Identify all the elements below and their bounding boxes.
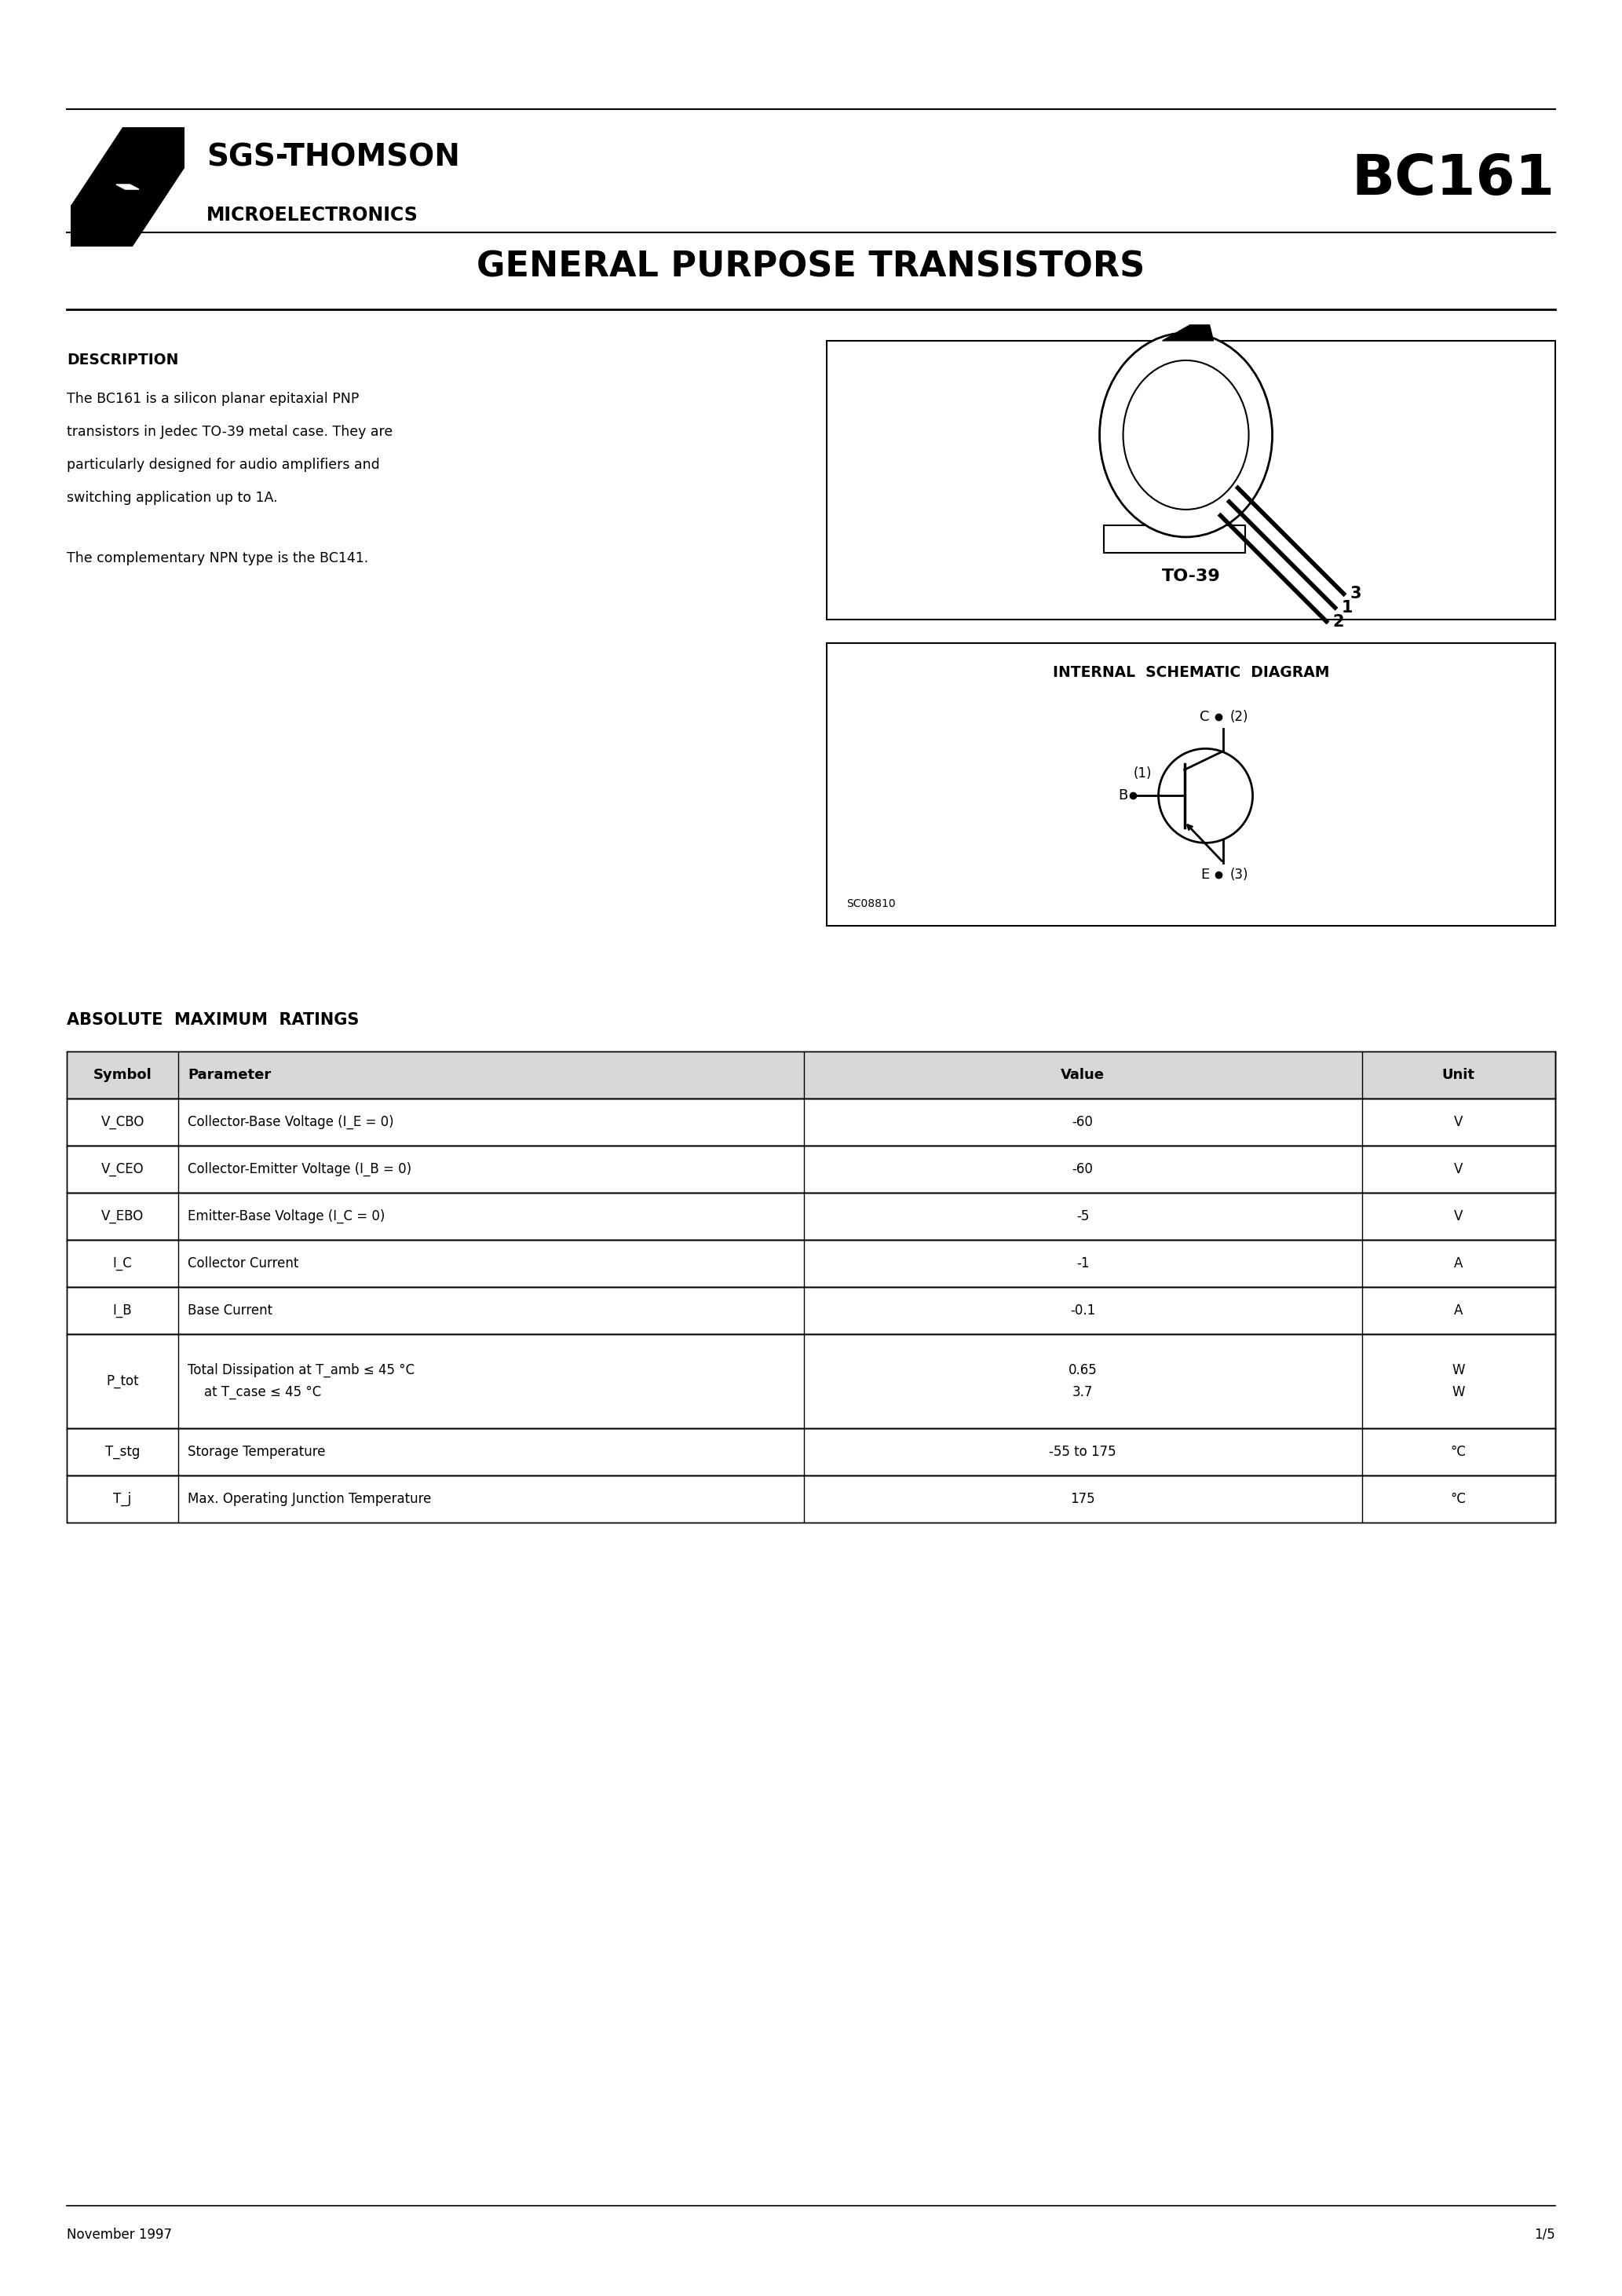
Text: The BC161 is a silicon planar epitaxial PNP: The BC161 is a silicon planar epitaxial … xyxy=(67,393,358,406)
Text: SGS-THOMSON: SGS-THOMSON xyxy=(206,142,461,172)
Text: °C: °C xyxy=(1450,1492,1466,1506)
Text: -1: -1 xyxy=(1075,1256,1088,1270)
Text: ABSOLUTE  MAXIMUM  RATINGS: ABSOLUTE MAXIMUM RATINGS xyxy=(67,1013,358,1029)
FancyBboxPatch shape xyxy=(827,340,1555,620)
Text: V_EBO: V_EBO xyxy=(101,1210,144,1224)
Text: Parameter: Parameter xyxy=(188,1068,271,1081)
Text: transistors in Jedec TO-39 metal case. They are: transistors in Jedec TO-39 metal case. T… xyxy=(67,425,393,439)
Text: MICROELECTRONICS: MICROELECTRONICS xyxy=(206,207,418,225)
FancyBboxPatch shape xyxy=(67,1097,1555,1146)
Text: INTERNAL  SCHEMATIC  DIAGRAM: INTERNAL SCHEMATIC DIAGRAM xyxy=(1053,666,1330,680)
Text: I_B: I_B xyxy=(114,1304,133,1318)
Text: (2): (2) xyxy=(1229,709,1249,723)
Text: TO-39: TO-39 xyxy=(1161,569,1220,583)
FancyBboxPatch shape xyxy=(67,1428,1555,1476)
FancyBboxPatch shape xyxy=(827,643,1555,925)
Text: at T_case ≤ 45 °C: at T_case ≤ 45 °C xyxy=(188,1384,321,1401)
Text: GENERAL PURPOSE TRANSISTORS: GENERAL PURPOSE TRANSISTORS xyxy=(477,250,1145,285)
Text: B: B xyxy=(1118,790,1127,804)
Text: The complementary NPN type is the BC141.: The complementary NPN type is the BC141. xyxy=(67,551,368,565)
FancyBboxPatch shape xyxy=(67,1192,1555,1240)
Text: E: E xyxy=(1200,868,1210,882)
Text: V_CBO: V_CBO xyxy=(101,1116,144,1130)
Polygon shape xyxy=(71,126,122,204)
Polygon shape xyxy=(133,170,185,246)
Text: C: C xyxy=(1200,709,1210,723)
Text: -0.1: -0.1 xyxy=(1071,1304,1095,1318)
Ellipse shape xyxy=(1122,360,1249,510)
Text: T_j: T_j xyxy=(114,1492,131,1506)
Text: P_tot: P_tot xyxy=(105,1373,139,1389)
Text: I_C: I_C xyxy=(114,1256,133,1270)
Text: Value: Value xyxy=(1061,1068,1105,1081)
Text: -5: -5 xyxy=(1077,1210,1088,1224)
Text: -60: -60 xyxy=(1072,1116,1093,1130)
Text: Unit: Unit xyxy=(1442,1068,1474,1081)
Text: °C: °C xyxy=(1450,1444,1466,1458)
Text: 1/5: 1/5 xyxy=(1534,2227,1555,2241)
Text: Base Current: Base Current xyxy=(188,1304,272,1318)
FancyBboxPatch shape xyxy=(67,1334,1555,1428)
Text: Collector-Base Voltage (I_E = 0): Collector-Base Voltage (I_E = 0) xyxy=(188,1116,394,1130)
Ellipse shape xyxy=(1100,333,1272,537)
FancyBboxPatch shape xyxy=(71,126,185,246)
Polygon shape xyxy=(117,184,139,188)
Text: 175: 175 xyxy=(1071,1492,1095,1506)
Text: 2: 2 xyxy=(1333,613,1345,629)
Text: Total Dissipation at T_amb ≤ 45 °C: Total Dissipation at T_amb ≤ 45 °C xyxy=(188,1364,415,1378)
Text: SC08810: SC08810 xyxy=(847,898,895,909)
Text: Collector-Emitter Voltage (I_B = 0): Collector-Emitter Voltage (I_B = 0) xyxy=(188,1162,412,1176)
Text: A: A xyxy=(1453,1256,1463,1270)
Text: 3: 3 xyxy=(1350,585,1361,602)
FancyBboxPatch shape xyxy=(67,1288,1555,1334)
Text: 3.7: 3.7 xyxy=(1072,1384,1093,1401)
Text: Max. Operating Junction Temperature: Max. Operating Junction Temperature xyxy=(188,1492,431,1506)
Text: Collector Current: Collector Current xyxy=(188,1256,298,1270)
Text: -60: -60 xyxy=(1072,1162,1093,1176)
Text: Emitter-Base Voltage (I_C = 0): Emitter-Base Voltage (I_C = 0) xyxy=(188,1210,384,1224)
Text: A: A xyxy=(1453,1304,1463,1318)
Text: (1): (1) xyxy=(1134,767,1152,781)
FancyBboxPatch shape xyxy=(67,1052,1555,1097)
Text: November 1997: November 1997 xyxy=(67,2227,172,2241)
Text: Storage Temperature: Storage Temperature xyxy=(188,1444,326,1458)
Text: particularly designed for audio amplifiers and: particularly designed for audio amplifie… xyxy=(67,457,380,473)
Text: Symbol: Symbol xyxy=(92,1068,152,1081)
Text: V_CEO: V_CEO xyxy=(101,1162,144,1176)
Text: T_stg: T_stg xyxy=(105,1444,139,1458)
Text: 0.65: 0.65 xyxy=(1069,1364,1096,1378)
Text: (3): (3) xyxy=(1229,868,1249,882)
Polygon shape xyxy=(1163,326,1213,340)
Text: V: V xyxy=(1453,1162,1463,1176)
Text: switching application up to 1A.: switching application up to 1A. xyxy=(67,491,277,505)
Text: V: V xyxy=(1453,1210,1463,1224)
FancyBboxPatch shape xyxy=(1103,526,1244,553)
Text: W: W xyxy=(1452,1364,1465,1378)
Text: V: V xyxy=(1453,1116,1463,1130)
FancyBboxPatch shape xyxy=(67,1240,1555,1288)
FancyBboxPatch shape xyxy=(67,1146,1555,1192)
Text: W: W xyxy=(1452,1384,1465,1401)
Text: 1: 1 xyxy=(1341,599,1353,615)
Text: -55 to 175: -55 to 175 xyxy=(1049,1444,1116,1458)
Text: BC161: BC161 xyxy=(1351,154,1555,207)
FancyBboxPatch shape xyxy=(67,1476,1555,1522)
Text: DESCRIPTION: DESCRIPTION xyxy=(67,354,178,367)
